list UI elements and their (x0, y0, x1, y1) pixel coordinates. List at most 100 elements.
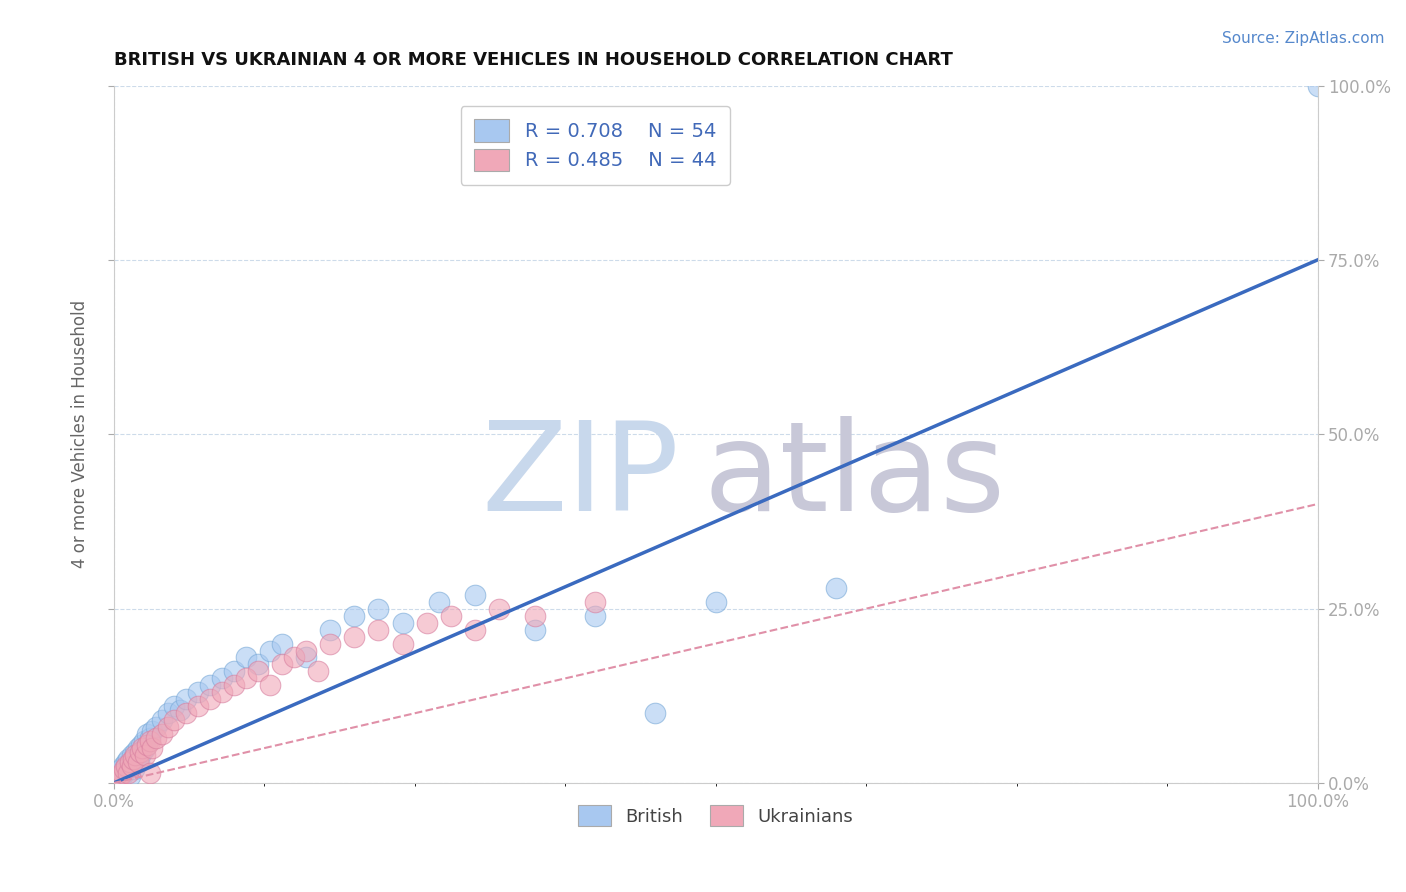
Point (259, 678, 281, 692)
Point (136, 738, 159, 752)
Point (131, 741, 153, 756)
Point (163, 699, 186, 714)
Point (198, 678, 221, 692)
Point (283, 650, 305, 665)
Text: atlas: atlas (703, 416, 1005, 537)
Point (440, 608, 463, 623)
Point (187, 699, 209, 714)
Point (523, 608, 546, 623)
Point (114, 758, 136, 772)
Point (120, 755, 142, 769)
Point (295, 650, 318, 665)
Point (583, 608, 606, 623)
Point (211, 672, 233, 686)
Point (117, 751, 139, 765)
Point (121, 751, 143, 765)
Point (343, 608, 366, 623)
Point (391, 615, 413, 630)
Text: BRITISH VS UKRAINIAN 4 OR MORE VEHICLES IN HOUSEHOLD CORRELATION CHART: BRITISH VS UKRAINIAN 4 OR MORE VEHICLES … (114, 51, 952, 69)
Point (112, 758, 135, 772)
Point (427, 595, 450, 609)
Point (174, 692, 197, 706)
Point (112, 765, 135, 780)
Point (124, 748, 146, 763)
Point (118, 758, 141, 772)
Point (319, 636, 342, 650)
Point (114, 755, 136, 769)
Point (367, 623, 389, 637)
Point (259, 643, 281, 657)
Point (150, 727, 173, 741)
Point (138, 734, 160, 748)
Point (464, 588, 486, 602)
Point (129, 748, 152, 763)
Point (644, 706, 666, 721)
Point (391, 636, 413, 650)
Point (235, 650, 257, 665)
Point (117, 765, 139, 780)
Point (110, 762, 132, 776)
Point (127, 741, 149, 756)
Point (825, 581, 848, 595)
Point (367, 601, 389, 615)
Point (235, 672, 257, 686)
Point (523, 623, 546, 637)
Point (111, 769, 134, 783)
Point (150, 713, 173, 727)
Point (138, 731, 160, 745)
Point (132, 734, 155, 748)
Point (120, 769, 142, 783)
Point (222, 665, 245, 679)
Point (121, 748, 143, 763)
Point (124, 745, 146, 759)
Point (129, 738, 152, 752)
Point (131, 745, 153, 759)
Point (128, 755, 150, 769)
Point (145, 720, 167, 734)
Point (134, 741, 156, 756)
Point (108, 769, 131, 783)
Point (271, 636, 294, 650)
Point (583, 595, 606, 609)
Point (187, 685, 209, 699)
Point (136, 727, 159, 741)
Point (121, 755, 143, 769)
Point (488, 601, 510, 615)
Point (704, 595, 727, 609)
Y-axis label: 4 or more Vehicles in Household: 4 or more Vehicles in Household (72, 301, 89, 568)
Point (122, 762, 145, 776)
Point (138, 765, 160, 780)
Point (108, 765, 131, 780)
Point (415, 615, 437, 630)
Point (247, 665, 270, 679)
Point (198, 692, 221, 706)
Point (134, 748, 156, 763)
Point (295, 643, 318, 657)
Point (211, 685, 233, 699)
Point (105, 772, 128, 787)
Point (1306, 78, 1329, 93)
Point (112, 762, 135, 776)
Point (145, 731, 167, 745)
Legend: British, Ukrainians: British, Ukrainians (571, 798, 860, 833)
Text: ZIP: ZIP (482, 416, 679, 537)
Point (222, 678, 245, 692)
Point (111, 765, 134, 780)
Point (141, 741, 163, 756)
Point (127, 755, 149, 769)
Point (115, 762, 138, 776)
Point (163, 713, 186, 727)
Point (247, 657, 270, 672)
Point (141, 723, 163, 738)
Point (129, 745, 152, 759)
Point (156, 720, 179, 734)
Point (121, 758, 143, 772)
Point (169, 703, 191, 717)
Text: Source: ZipAtlas.com: Source: ZipAtlas.com (1222, 31, 1385, 46)
Point (174, 706, 197, 721)
Point (156, 706, 179, 721)
Point (464, 623, 486, 637)
Point (319, 623, 342, 637)
Point (104, 772, 127, 787)
Point (125, 751, 148, 765)
